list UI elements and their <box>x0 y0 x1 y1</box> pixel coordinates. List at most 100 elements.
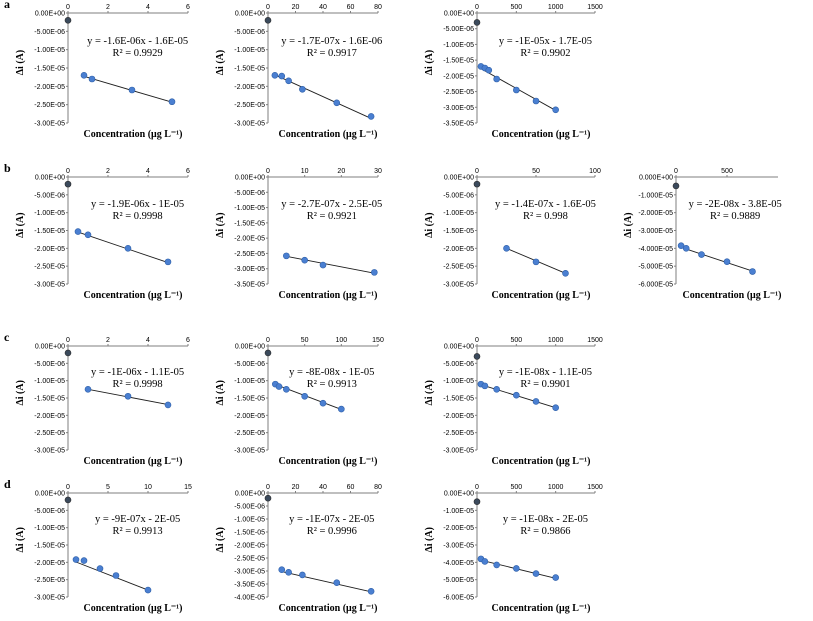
panel-label-b: b <box>4 161 11 175</box>
data-point <box>275 383 283 390</box>
data-point <box>532 570 540 577</box>
y-tick-label: -2.00E-05 <box>34 560 65 567</box>
x-tick-label: 2 <box>106 168 110 175</box>
y-tick-label: 0.00E+00 <box>235 344 265 351</box>
x-tick-label: 0 <box>674 168 678 175</box>
data-point <box>144 586 152 594</box>
data-point <box>124 392 132 400</box>
y-tick-label: -3.50E-05 <box>443 121 474 128</box>
x-tick-label: 80 <box>374 484 382 491</box>
data-point <box>128 86 136 94</box>
panel-label-c: c <box>4 330 10 344</box>
r-squared-label: R² = 0.9901 <box>520 379 570 390</box>
x-tick-label: 1500 <box>587 484 603 491</box>
data-point <box>164 401 172 409</box>
data-point <box>338 405 345 413</box>
x-axis-title: Concentration (μg L⁻¹) <box>84 603 183 614</box>
y-tick-label: -5.00E-06 <box>443 192 474 199</box>
y-tick-label: -2.00E-05 <box>234 543 265 550</box>
x-tick-label: 0 <box>266 168 270 175</box>
x-axis-title: Concentration (μg L⁻¹) <box>492 129 591 140</box>
y-tick-label: 0.00E+00 <box>444 175 474 182</box>
y-tick-label: 0.00E+00 <box>235 11 265 18</box>
data-point <box>677 242 685 249</box>
panel-label-d: d <box>4 477 11 491</box>
x-axis-title: Concentration (μg L⁻¹) <box>492 456 591 467</box>
y-tick-label: 0.00E+00 <box>444 491 474 498</box>
x-tick-label: 1500 <box>587 4 603 11</box>
y-tick-label: 0.00E+00 <box>444 11 474 18</box>
data-point <box>485 66 493 74</box>
chart-a2: 0 20 40 60 80 0.00E+00 -5.00E-06 -1.00E-05 -1.50… <box>215 4 382 140</box>
y-tick-label: -5.00E-06 <box>443 361 474 368</box>
y-tick-label: -4.00E-05 <box>443 560 474 567</box>
data-point <box>552 404 559 412</box>
x-axis-title: Concentration (μg L⁻¹) <box>683 290 782 301</box>
data-point <box>319 399 327 407</box>
x-tick-label: 30 <box>374 168 382 175</box>
data-point <box>367 587 375 595</box>
y-axis-title: Δi (A) <box>424 50 435 75</box>
regression-equation: y = -1.7E-07x - 1.6E-06 <box>281 36 382 47</box>
y-tick-label: -2.00E-05 <box>443 246 474 253</box>
data-point <box>672 182 680 190</box>
chart-c3: 0 500 1000 1500 0.00E+00 -5.00E-06 -1.00E-05 -1… <box>424 337 603 467</box>
y-axis-title: Δi (A) <box>623 212 634 237</box>
x-tick-label: 80 <box>374 4 382 11</box>
y-tick-label: -5.00E-06 <box>234 504 265 511</box>
trendline <box>680 246 753 272</box>
y-tick-label: -2.00E-05 <box>443 525 474 532</box>
x-axis-title: Concentration (μg L⁻¹) <box>279 603 378 614</box>
r-squared-label: R² = 0.998 <box>523 211 568 222</box>
y-tick-label: -2.00E-05 <box>34 413 65 420</box>
y-tick-label: -1.50E-05 <box>443 228 474 235</box>
data-point <box>164 258 172 266</box>
x-axis-title: Concentration (μg L⁻¹) <box>279 290 378 301</box>
data-point <box>493 386 500 393</box>
y-tick-label: -5.00E-06 <box>443 26 474 33</box>
x-tick-label: 40 <box>319 4 327 11</box>
y-tick-label: -6.000E-05 <box>638 282 673 289</box>
x-tick-label: 0 <box>266 4 270 11</box>
chart-d1: 0 5 10 15 0.00E+00 -5.00E-06 -1.00E-05 -1.50E-0… <box>15 484 192 614</box>
x-tick-label: 0 <box>266 337 270 344</box>
data-point <box>299 85 306 93</box>
data-point <box>552 574 559 581</box>
data-point <box>96 565 104 572</box>
r-squared-label: R² = 0.9998 <box>112 379 162 390</box>
x-tick-label: 1000 <box>548 484 564 491</box>
y-tick-label: -5.00E-06 <box>34 192 65 199</box>
regression-equation: y = -1E-06x - 1.1E-05 <box>91 367 184 378</box>
x-tick-label: 0 <box>66 4 70 11</box>
data-point <box>80 72 88 79</box>
x-tick-label: 0 <box>475 4 479 11</box>
r-squared-label: R² = 0.9998 <box>112 211 162 222</box>
panel-label-a: a <box>4 0 10 11</box>
y-tick-label: -3.50E-05 <box>234 282 265 289</box>
chart-a3: 0 500 1000 1500 0.00E+00 -5.00E-06 -1.00E-05 -1… <box>424 4 603 140</box>
y-tick-label: -1.00E-05 <box>443 42 474 49</box>
data-point <box>64 180 72 188</box>
data-point <box>80 557 88 564</box>
data-point <box>493 561 500 569</box>
y-tick-label: -2.50E-05 <box>234 556 265 563</box>
data-point <box>513 86 520 94</box>
data-point <box>285 77 292 85</box>
data-point <box>84 386 92 393</box>
x-tick-label: 0 <box>475 337 479 344</box>
data-point <box>493 75 500 83</box>
data-point <box>371 269 378 276</box>
x-tick-label: 2 <box>106 4 110 11</box>
x-tick-label: 4 <box>146 337 150 344</box>
x-axis-title: Concentration (μg L⁻¹) <box>279 456 378 467</box>
y-tick-label: -3.00E-05 <box>234 448 265 455</box>
y-tick-label: -5.00E-06 <box>34 29 65 36</box>
data-point <box>64 349 72 357</box>
r-squared-label: R² = 0.9913 <box>307 379 357 390</box>
y-tick-label: -3.00E-05 <box>234 266 265 273</box>
x-tick-label: 500 <box>510 4 522 11</box>
data-point <box>481 382 489 390</box>
data-point <box>473 498 481 505</box>
y-tick-label: -2.50E-05 <box>443 430 474 437</box>
chart-c1: 0 2 4 6 0.00E+00 -5.00E-06 -1.00E-05 -1.50E-05 -… <box>15 337 190 467</box>
